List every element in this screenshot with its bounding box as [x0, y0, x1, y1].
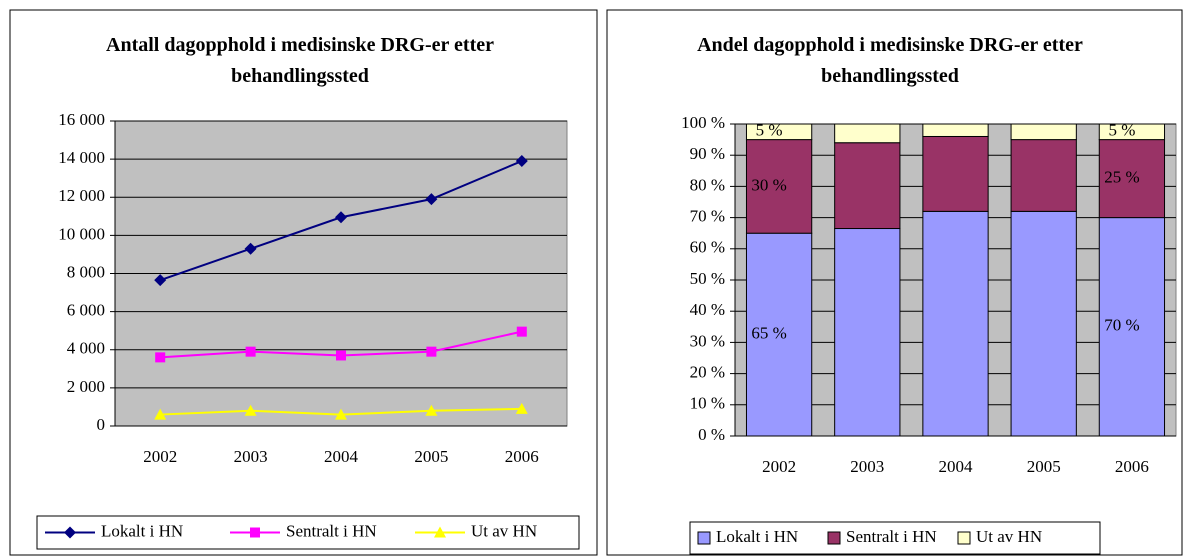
chart-title: Antall dagopphold i medisinske DRG-er et… [106, 34, 494, 87]
legend-label: Lokalt i HN [101, 521, 183, 540]
y-tick-label: 60 % [690, 238, 725, 257]
marker [335, 211, 347, 224]
legend-swatch [957, 531, 971, 545]
bar-segment [1010, 123, 1077, 141]
marker [515, 155, 528, 168]
y-tick-label: 6 000 [67, 301, 105, 320]
y-tick-label: 70 % [690, 207, 725, 226]
y-tick-label: 10 000 [58, 224, 105, 243]
y-tick-label: 50 % [690, 269, 725, 288]
marker [425, 404, 438, 416]
bar-segment [922, 135, 989, 212]
legend-label: Ut av HN [976, 527, 1042, 546]
bar-segment [745, 123, 813, 141]
x-tick-label: 2003 [850, 457, 884, 476]
x-tick-label: 2003 [234, 447, 268, 466]
bar-segment [745, 139, 813, 234]
bar-segment [1098, 217, 1166, 437]
value-label: 30 % [751, 175, 786, 194]
y-tick-label: 20 % [690, 363, 725, 382]
x-tick-label: 2004 [324, 447, 359, 466]
value-label: 5 % [756, 121, 783, 140]
chart-title: Andel dagopphold i medisinske DRG-er ett… [697, 34, 1083, 87]
marker [250, 527, 260, 538]
y-tick-label: 30 % [690, 331, 725, 350]
bar-segment [834, 142, 901, 230]
x-tick-label: 2005 [414, 447, 448, 466]
marker [515, 402, 528, 414]
marker [426, 346, 437, 357]
marker [154, 274, 167, 287]
marker [434, 526, 446, 538]
y-tick-label: 80 % [690, 175, 725, 194]
legend-swatch [697, 531, 711, 545]
y-tick-label: 4 000 [67, 339, 105, 358]
value-label: 70 % [1104, 316, 1139, 335]
marker [336, 350, 346, 361]
x-tick-label: 2006 [1115, 457, 1149, 476]
bar-segment [922, 210, 989, 437]
marker [425, 193, 438, 206]
marker [244, 242, 257, 255]
value-label: 65 % [751, 324, 786, 343]
x-tick-label: 2005 [1027, 457, 1061, 476]
x-tick-label: 2004 [939, 457, 974, 476]
bar-segment [1010, 210, 1077, 437]
marker [335, 408, 347, 420]
legend-swatch [827, 531, 841, 545]
y-tick-label: 100 % [681, 113, 725, 132]
value-label: 5 % [1108, 121, 1135, 140]
y-tick-label: 16 000 [58, 110, 105, 129]
marker [244, 404, 257, 416]
y-tick-label: 8 000 [67, 262, 105, 281]
bar-segment [922, 123, 989, 137]
y-tick-label: 0 [97, 415, 106, 434]
legend-box [689, 521, 1101, 555]
y-tick-label: 40 % [690, 300, 725, 319]
legend-label: Lokalt i HN [716, 527, 798, 546]
marker [516, 326, 527, 337]
legend-box [36, 515, 580, 550]
marker [154, 408, 167, 420]
x-tick-label: 2006 [505, 447, 539, 466]
y-tick-label: 0 % [698, 425, 725, 444]
bar-segment [1010, 139, 1077, 212]
marker [64, 526, 76, 539]
y-tick-label: 10 % [690, 394, 725, 413]
bar-segment [1098, 123, 1166, 141]
marker [155, 352, 166, 363]
bar-segment [834, 228, 901, 437]
x-tick-label: 2002 [143, 447, 177, 466]
x-tick-label: 2002 [762, 457, 796, 476]
legend-label: Sentralt i HN [846, 527, 937, 546]
bar-segment [834, 123, 901, 144]
y-tick-label: 12 000 [58, 186, 105, 205]
y-tick-label: 2 000 [67, 377, 105, 396]
legend-label: Sentralt i HN [286, 521, 377, 540]
y-tick-label: 90 % [690, 144, 725, 163]
y-tick-label: 14 000 [58, 148, 105, 167]
value-label: 25 % [1104, 168, 1139, 187]
legend-label: Ut av HN [471, 521, 537, 540]
marker [245, 346, 256, 357]
